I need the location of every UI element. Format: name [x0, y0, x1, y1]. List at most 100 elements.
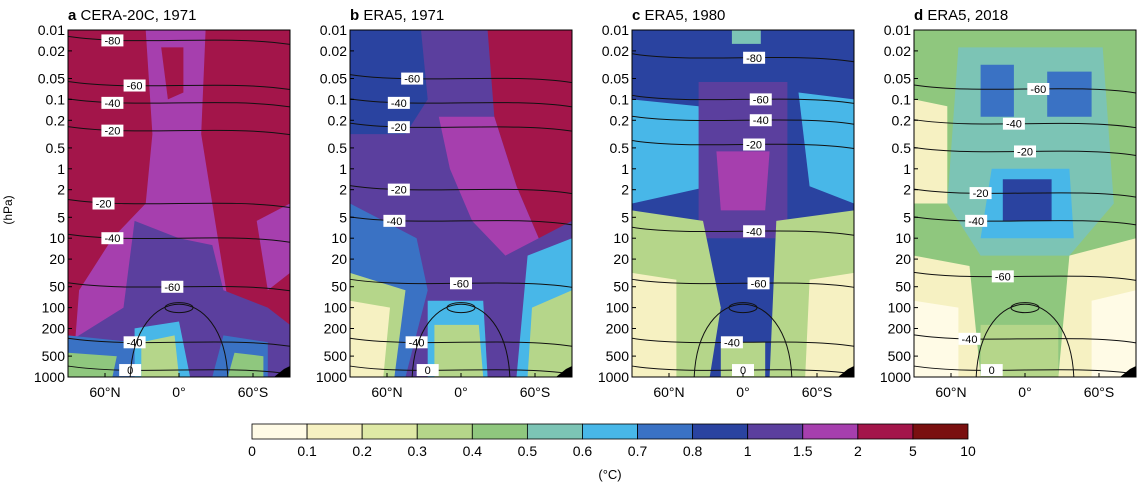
contour-label: -60 [751, 278, 767, 290]
panel-b: -60 -40 -20 -20 -40 -60 -40 0 0.01 0.02 0.05 0.1 0.2… [316, 7, 573, 400]
contour-line [913, 188, 1137, 198]
contour-line [913, 119, 1137, 129]
y-tick-label: 200 [606, 320, 630, 336]
y-tick-label: 1 [57, 161, 65, 177]
contour-label: -40 [386, 216, 402, 228]
panel-title: c ERA5, 1980 [632, 7, 725, 24]
contour-label-bg [980, 364, 1003, 377]
contour-label: -20 [96, 199, 112, 211]
contour-line [411, 303, 511, 378]
contour-line [349, 98, 573, 108]
y-tick-label: 1000 [34, 369, 65, 385]
contour-line [631, 53, 855, 63]
colorbar-tick-label: 0.3 [407, 443, 427, 459]
x-tick-label: 60°N [935, 384, 966, 400]
y-tick-label: 1 [339, 161, 347, 177]
y-tick-label: 0.01 [38, 22, 65, 38]
contour-label: -40 [968, 216, 984, 228]
colorbar-tick-label: 0.8 [683, 443, 703, 459]
colorbar-tick-label: 0.1 [297, 443, 317, 459]
contour-label-bg [743, 138, 766, 151]
y-tick-label: 0.02 [884, 43, 911, 59]
contour-line [349, 365, 573, 375]
contour-label: -60 [404, 74, 420, 86]
y-tick-label: 1000 [598, 369, 629, 385]
contour-label: -80 [104, 35, 120, 47]
contour-label-bg [1014, 145, 1036, 158]
contour-line [631, 94, 855, 104]
contour-label: -80 [746, 53, 762, 65]
contour-label-bg [387, 96, 410, 109]
contour-label: -40 [127, 337, 143, 349]
y-tick-label: 200 [324, 320, 348, 336]
panel-title: d ERA5, 2018 [914, 7, 1008, 24]
y-tick-label: 0.2 [328, 112, 348, 128]
contour-label: -20 [104, 126, 120, 138]
contour-line [975, 303, 1075, 378]
contour-line [913, 216, 1137, 226]
contour-label-bg [101, 232, 124, 245]
contour-label: -40 [1006, 119, 1022, 131]
x-tick-label: 60°N [371, 384, 402, 400]
contour-label-bg [101, 124, 124, 137]
y-tick-label: 10 [49, 230, 65, 246]
x-tick-label: 60°N [89, 384, 120, 400]
panel-letter: c [632, 7, 645, 24]
shaded-region [914, 99, 948, 204]
panel-title-text: ERA5, 1980 [645, 7, 726, 24]
colorbar-swatch [251, 423, 308, 440]
y-axis-label: (hPa) [1, 195, 15, 224]
colorbar-swatch [802, 423, 859, 440]
colorbar-swatch [692, 423, 749, 440]
contour-label-bg [747, 277, 770, 290]
contour-label: -40 [962, 334, 978, 346]
contour-line [67, 365, 291, 375]
contour-label: -60 [753, 94, 769, 106]
contour-label-bg [1027, 82, 1050, 95]
y-tick-label: 0.5 [892, 140, 912, 156]
shaded-region [716, 151, 770, 211]
y-tick-label: 100 [606, 300, 630, 316]
shaded-region [914, 300, 959, 377]
contour-line [349, 185, 573, 195]
y-tick-label: 0.1 [892, 91, 912, 107]
y-tick-label: 0.1 [328, 91, 348, 107]
contour-label: -60 [995, 271, 1011, 283]
y-tick-label: 20 [331, 251, 347, 267]
y-tick-label: 0.01 [602, 22, 629, 38]
y-tick-label: 2 [621, 182, 629, 198]
contour-label-bg [387, 121, 410, 134]
shaded-region [527, 290, 572, 377]
panel-title: a CERA-20C, 1971 [68, 7, 196, 24]
shaded-region [68, 352, 117, 377]
y-tick-label: 200 [888, 320, 912, 336]
contour-line [913, 84, 1137, 94]
shaded-region [720, 342, 766, 377]
colorbar-tick-label: 1 [744, 443, 752, 459]
y-tick-label: 2 [57, 182, 65, 198]
colorbar-tick-label: 0.5 [518, 443, 538, 459]
contour-label-bg [969, 187, 992, 200]
y-tick-label: 5 [621, 209, 629, 225]
contour-label-bg [161, 280, 184, 293]
contour-label: -60 [453, 278, 469, 290]
y-tick-label: 2 [339, 182, 347, 198]
contour-label: -20 [973, 188, 989, 200]
contour-label-bg [123, 79, 146, 92]
y-tick-label: 0.02 [602, 43, 629, 59]
panel-title-text: ERA5, 1971 [363, 7, 444, 24]
x-tick-label: 60°S [802, 384, 833, 400]
x-tick-label: 60°S [520, 384, 551, 400]
y-tick-label: 1 [621, 161, 629, 177]
contour-label-bg [743, 51, 766, 64]
shaded-region [1091, 290, 1136, 377]
colorbar-swatch [471, 423, 528, 440]
y-tick-label: 0.05 [320, 71, 347, 87]
contour-line [349, 74, 573, 84]
y-tick-label: 1000 [880, 369, 911, 385]
shaded-region [1047, 71, 1092, 117]
shaded-region [1002, 179, 1052, 221]
contour-line [631, 278, 855, 288]
colorbar: 0 0.1 0.2 0.3 0.4 0.5 0.6 0.7 0.8 1 1.5 2 5 10 (°C) [248, 423, 976, 482]
